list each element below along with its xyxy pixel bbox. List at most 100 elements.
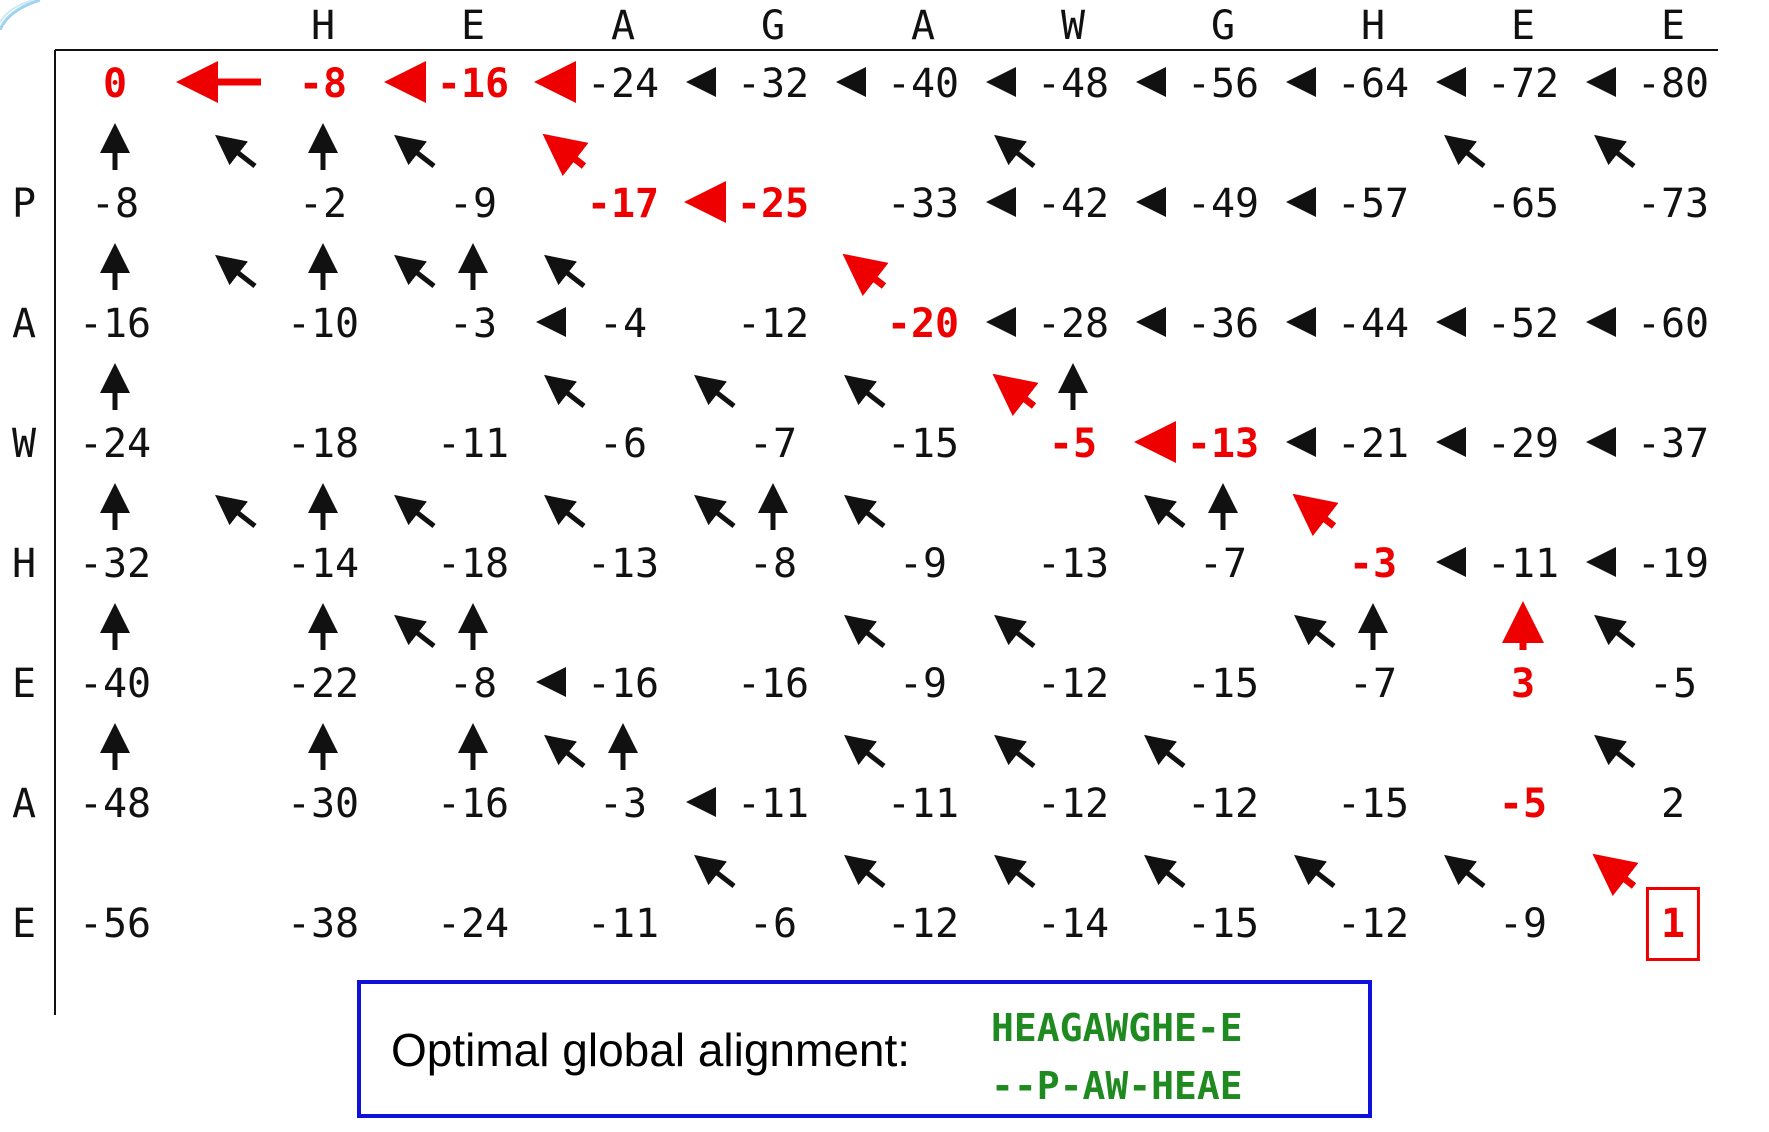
arrow-diag-r1-c10 (1594, 134, 1636, 168)
cell-r3-c4: -7 (748, 421, 798, 467)
cell-r6-c4: -11 (736, 781, 810, 827)
cell-r3-c5: -15 (886, 421, 960, 467)
arrow-layer (100, 61, 1639, 897)
arrow-diag-r2-c5 (842, 253, 889, 297)
cell-r4-c4: -8 (748, 541, 798, 587)
alignment-top-sequence: HEAGAWGHE-E (991, 1006, 1243, 1050)
cell-r4-c3: -13 (586, 541, 660, 587)
cell-r3-c0: -24 (78, 421, 152, 467)
column-header-7: G (1210, 3, 1236, 49)
cell-r0-c9: -72 (1486, 61, 1560, 107)
cell-r7-c8: -12 (1336, 901, 1410, 947)
cell-r7-c10: 1 (1645, 887, 1701, 961)
column-header-6: W (1060, 3, 1086, 49)
cell-r5-c5: -9 (898, 661, 948, 707)
cell-r0-c0: 0 (102, 61, 128, 107)
cell-r3-c1: -18 (286, 421, 360, 467)
cell-r0-c4: -32 (736, 61, 810, 107)
cell-r3-c7: -13 (1186, 421, 1260, 467)
arrow-diag-r2-c3 (544, 254, 586, 288)
column-header-4: G (760, 3, 786, 49)
row-header-1: P (11, 181, 37, 227)
cell-r2-c8: -44 (1336, 301, 1410, 347)
cell-r1-c10: -73 (1636, 181, 1710, 227)
cell-r2-c4: -12 (736, 301, 810, 347)
arrow-diag-r5-c6 (994, 614, 1036, 648)
cell-r5-c2: -8 (448, 661, 498, 707)
cell-r7-c1: -38 (286, 901, 360, 947)
arrow-diag-r2-c2 (394, 254, 436, 288)
cell-r6-c9: -5 (1498, 781, 1548, 827)
cell-r5-c1: -22 (286, 661, 360, 707)
cell-r6-c1: -30 (286, 781, 360, 827)
column-header-8: H (1360, 3, 1386, 49)
cell-r1-c9: -65 (1486, 181, 1560, 227)
cell-r7-c4: -6 (748, 901, 798, 947)
arrow-diag-r3-c3 (544, 374, 586, 408)
cell-r0-c10: -80 (1636, 61, 1710, 107)
cell-r2-c3: -4 (598, 301, 648, 347)
alignment-box: Optimal global alignment: HEAGAWGHE-E --… (357, 980, 1372, 1118)
cell-r5-c8: -7 (1348, 661, 1398, 707)
cell-r6-c3: -3 (598, 781, 648, 827)
column-header-3: A (610, 3, 636, 49)
cell-r1-c3: -17 (586, 181, 660, 227)
arrow-diag-r7-c10 (1592, 853, 1639, 897)
cell-r4-c2: -18 (436, 541, 510, 587)
cell-r0-c7: -56 (1186, 61, 1260, 107)
alignment-label: Optimal global alignment: (391, 1024, 911, 1076)
arrow-diag-r7-c5 (844, 854, 886, 888)
arrow-diag-r6-c7 (1144, 734, 1186, 768)
arrow-diag-r6-c5 (844, 734, 886, 768)
arrow-diag-r7-c9 (1444, 854, 1486, 888)
row-header-2: A (11, 301, 37, 347)
arrow-diag-r5-c5 (844, 614, 886, 648)
cell-r4-c7: -7 (1198, 541, 1248, 587)
arrow-diag-r1-c3 (542, 133, 589, 177)
cell-r5-c7: -15 (1186, 661, 1260, 707)
cell-r0-c5: -40 (886, 61, 960, 107)
cell-r2-c0: -16 (78, 301, 152, 347)
cell-r3-c9: -29 (1486, 421, 1560, 467)
cell-r4-c8: -3 (1348, 541, 1398, 587)
arrow-diag-r4-c2 (394, 494, 436, 528)
cell-r1-c1: -2 (298, 181, 348, 227)
cell-r1-c5: -33 (886, 181, 960, 227)
cell-r7-c0: -56 (78, 901, 152, 947)
arrow-diag-r5-c2 (394, 614, 436, 648)
cell-r0-c2: -16 (436, 61, 510, 107)
cell-r3-c6: -5 (1048, 421, 1098, 467)
cell-r2-c1: -10 (286, 301, 360, 347)
cell-r5-c9: 3 (1510, 661, 1536, 707)
alignment-bottom-sequence: --P-AW-HEAE (991, 1064, 1243, 1108)
cell-r1-c6: -42 (1036, 181, 1110, 227)
cell-r6-c0: -48 (78, 781, 152, 827)
cell-r4-c0: -32 (78, 541, 152, 587)
arrow-diag-r6-c3 (544, 734, 586, 768)
arrow-diag-r5-c8 (1294, 614, 1336, 648)
arrow-diag-r1-c9 (1444, 134, 1486, 168)
cell-r7-c5: -12 (886, 901, 960, 947)
column-header-5: A (910, 3, 936, 49)
cell-r5-c3: -16 (586, 661, 660, 707)
cell-r0-c6: -48 (1036, 61, 1110, 107)
cell-r7-c7: -15 (1186, 901, 1260, 947)
column-header-2: E (460, 3, 486, 49)
arrow-diag-r4-c4 (694, 494, 736, 528)
cell-r2-c2: -3 (448, 301, 498, 347)
cell-r7-c3: -11 (586, 901, 660, 947)
arrow-diag-r3-c5 (844, 374, 886, 408)
row-header-7: E (11, 901, 37, 947)
arrow-diag-r1-c2 (394, 134, 436, 168)
cell-r6-c2: -16 (436, 781, 510, 827)
cell-r2-c7: -36 (1186, 301, 1260, 347)
cell-r3-c3: -6 (598, 421, 648, 467)
cell-r7-c9: -9 (1498, 901, 1548, 947)
cell-r2-c9: -52 (1486, 301, 1560, 347)
cell-r2-c10: -60 (1636, 301, 1710, 347)
arrow-diag-r4-c8 (1292, 493, 1339, 537)
cell-r7-c2: -24 (436, 901, 510, 947)
cell-r3-c10: -37 (1636, 421, 1710, 467)
cell-r6-c8: -15 (1336, 781, 1410, 827)
